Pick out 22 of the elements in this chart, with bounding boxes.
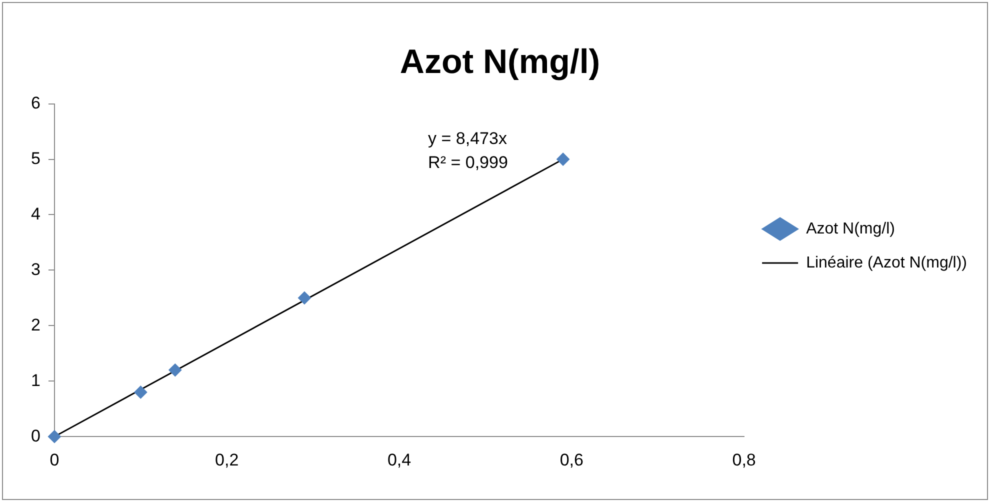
y-tick-label: 1 bbox=[30, 370, 40, 390]
point bbox=[134, 386, 148, 399]
x-tick-label: 0,2 bbox=[215, 450, 239, 470]
x-tick-label: 0 bbox=[50, 450, 60, 470]
y-tick-label: 6 bbox=[30, 93, 40, 112]
y-tick-label: 4 bbox=[30, 204, 40, 224]
point bbox=[48, 430, 61, 444]
x-tick-label: 0,8 bbox=[732, 450, 756, 470]
annotation: y = 8,473x bbox=[428, 128, 508, 148]
legend-label: Linéaire (Azot N(mg/l)) bbox=[806, 254, 968, 272]
y-tick-label: 3 bbox=[30, 260, 40, 279]
point bbox=[298, 291, 311, 304]
y-tick-label: 0 bbox=[30, 426, 40, 446]
x-tick-label: 0,6 bbox=[560, 450, 584, 470]
point bbox=[168, 364, 182, 377]
y-tick-label: 5 bbox=[30, 148, 40, 168]
legend-label: Azot N(mg/l) bbox=[806, 220, 895, 238]
x-tick-label: 0,4 bbox=[387, 450, 412, 470]
y-tick-label: 2 bbox=[30, 315, 40, 334]
chart-title: Azot N(mg/l) bbox=[400, 42, 600, 81]
annotation: R² = 0,999 bbox=[428, 152, 508, 172]
point bbox=[556, 152, 570, 166]
